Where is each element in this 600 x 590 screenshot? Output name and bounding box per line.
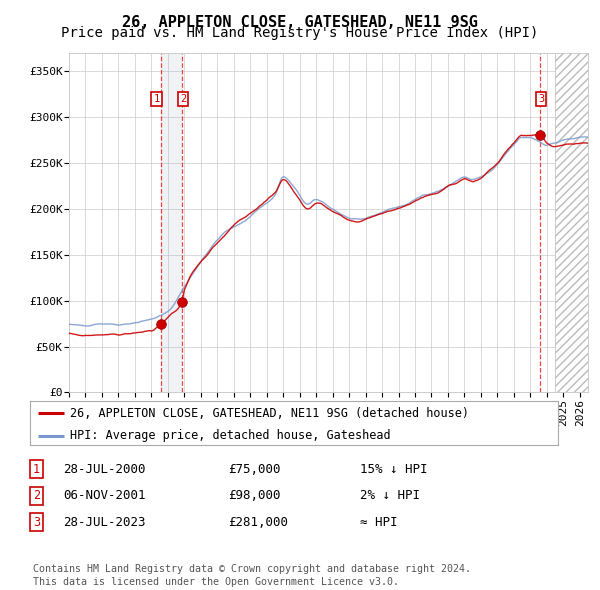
26, APPLETON CLOSE, GATESHEAD, NE11 9SG (detached house) <box>465 176 472 183</box>
Bar <box>555 53 588 392</box>
Text: £75,000: £75,000 <box>228 463 281 476</box>
HPI: Average price, detached house, Gateshead: (2e+03, 7.23e+04): Average price, detached house, Gateshead… <box>82 323 89 330</box>
26, APPLETON CLOSE, GATESHEAD, NE11 9SG (detached house) <box>535 130 542 137</box>
Text: 26, APPLETON CLOSE, GATESHEAD, NE11 9SG (detached house): 26, APPLETON CLOSE, GATESHEAD, NE11 9SG … <box>70 407 469 419</box>
HPI: Average price, detached house, Gateshead: (2.03e+03, 2.78e+05): Average price, detached house, Gateshead… <box>586 134 593 141</box>
HPI: Average price, detached house, Gateshead: (2.01e+03, 2.1e+05): Average price, detached house, Gateshead… <box>299 196 306 204</box>
Text: 1: 1 <box>33 463 40 476</box>
Text: £281,000: £281,000 <box>228 516 288 529</box>
26, APPLETON CLOSE, GATESHEAD, NE11 9SG (detached house) <box>79 332 86 339</box>
Text: £98,000: £98,000 <box>228 489 281 502</box>
Bar <box>161 53 182 392</box>
Text: 2% ↓ HPI: 2% ↓ HPI <box>360 489 420 502</box>
26, APPLETON CLOSE, GATESHEAD, NE11 9SG (detached house) <box>586 140 593 147</box>
Text: Contains HM Land Registry data © Crown copyright and database right 2024.
This d: Contains HM Land Registry data © Crown c… <box>33 564 471 587</box>
HPI: Average price, detached house, Gateshead: (2.02e+03, 2.31e+05): Average price, detached house, Gateshead… <box>452 178 460 185</box>
Text: ≈ HPI: ≈ HPI <box>360 516 398 529</box>
Text: 28-JUL-2023: 28-JUL-2023 <box>63 516 146 529</box>
HPI: Average price, detached house, Gateshead: (2.01e+03, 1.95e+05): Average price, detached house, Gateshead… <box>376 210 383 217</box>
Text: HPI: Average price, detached house, Gateshead: HPI: Average price, detached house, Gate… <box>70 429 390 442</box>
Text: 06-NOV-2001: 06-NOV-2001 <box>63 489 146 502</box>
HPI: Average price, detached house, Gateshead: (2e+03, 8.57e+04): Average price, detached house, Gateshead… <box>160 310 167 317</box>
HPI: Average price, detached house, Gateshead: (2.02e+03, 2.33e+05): Average price, detached house, Gateshead… <box>465 175 472 182</box>
Text: 2: 2 <box>33 489 40 502</box>
Text: 3: 3 <box>538 94 544 104</box>
Text: Price paid vs. HM Land Registry's House Price Index (HPI): Price paid vs. HM Land Registry's House … <box>61 26 539 40</box>
HPI: Average price, detached house, Gateshead: (2.01e+03, 1.89e+05): Average price, detached house, Gateshead… <box>354 215 361 222</box>
HPI: Average price, detached house, Gateshead: (2e+03, 7.42e+04): Average price, detached house, Gateshead… <box>65 321 73 328</box>
26, APPLETON CLOSE, GATESHEAD, NE11 9SG (detached house) <box>160 317 167 324</box>
26, APPLETON CLOSE, GATESHEAD, NE11 9SG (detached house) <box>376 211 383 218</box>
Text: 15% ↓ HPI: 15% ↓ HPI <box>360 463 427 476</box>
26, APPLETON CLOSE, GATESHEAD, NE11 9SG (detached house) <box>299 201 306 208</box>
26, APPLETON CLOSE, GATESHEAD, NE11 9SG (detached house) <box>65 330 73 337</box>
Text: 28-JUL-2000: 28-JUL-2000 <box>63 463 146 476</box>
26, APPLETON CLOSE, GATESHEAD, NE11 9SG (detached house) <box>452 180 460 187</box>
Line: HPI: Average price, detached house, Gateshead: HPI: Average price, detached house, Gate… <box>69 137 589 326</box>
Text: 1: 1 <box>154 94 160 104</box>
HPI: Average price, detached house, Gateshead: (2.03e+03, 2.79e+05): Average price, detached house, Gateshead… <box>581 133 589 140</box>
26, APPLETON CLOSE, GATESHEAD, NE11 9SG (detached house) <box>354 218 361 225</box>
Text: 26, APPLETON CLOSE, GATESHEAD, NE11 9SG: 26, APPLETON CLOSE, GATESHEAD, NE11 9SG <box>122 15 478 30</box>
Text: 2: 2 <box>180 94 186 104</box>
Line: 26, APPLETON CLOSE, GATESHEAD, NE11 9SG (detached house): 26, APPLETON CLOSE, GATESHEAD, NE11 9SG … <box>69 134 589 336</box>
Text: 3: 3 <box>33 516 40 529</box>
